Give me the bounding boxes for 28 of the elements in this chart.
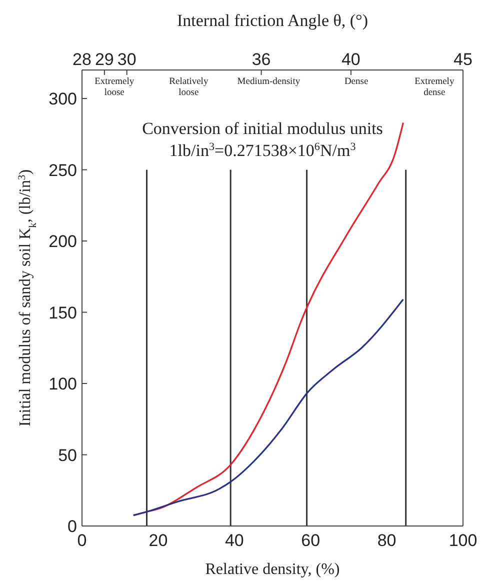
annotation: Relatively loose <box>169 77 208 98</box>
annotation: Conversion of initial modulus units <box>142 118 383 138</box>
y-tick-label: 300 <box>48 90 77 109</box>
x2-tick-label: 40 <box>341 50 360 69</box>
x-tick-label: 40 <box>224 531 244 550</box>
y-tick-label: 50 <box>58 446 77 465</box>
x2-tick-label: 30 <box>117 50 136 69</box>
annotation: Extremely loose <box>94 77 134 98</box>
annotation: 1lb/in$^{3}$=0.271538×10$^{6}$N/m$^{3}$ <box>169 140 356 160</box>
x2-tick-label: 36 <box>252 50 271 69</box>
x2-tick-label: 28 <box>72 50 92 69</box>
x-tick-label: 100 <box>448 531 478 550</box>
line-series <box>132 298 404 516</box>
y-tick-label: 250 <box>48 160 77 180</box>
y-tick-label: 150 <box>48 303 77 322</box>
x2-axis-title: Internal friction Angle θ, (°) <box>176 11 368 30</box>
annotation: Extremely dense <box>414 77 454 98</box>
x2-tick-label: 45 <box>454 50 472 69</box>
x-tick-label: 60 <box>301 531 320 550</box>
y-tick-label: 200 <box>48 232 77 252</box>
annotation: Medium-density <box>237 77 300 87</box>
annotation: Dense <box>344 77 368 87</box>
x-tick-label: 80 <box>377 531 396 550</box>
x2-tick-label: 29 <box>94 50 114 69</box>
x-tick-label: 20 <box>148 531 168 550</box>
y-tick-label: 100 <box>48 374 77 394</box>
y-tick-label: 0 <box>68 517 77 536</box>
x-axis-title: Relative density, (%) <box>205 561 340 578</box>
